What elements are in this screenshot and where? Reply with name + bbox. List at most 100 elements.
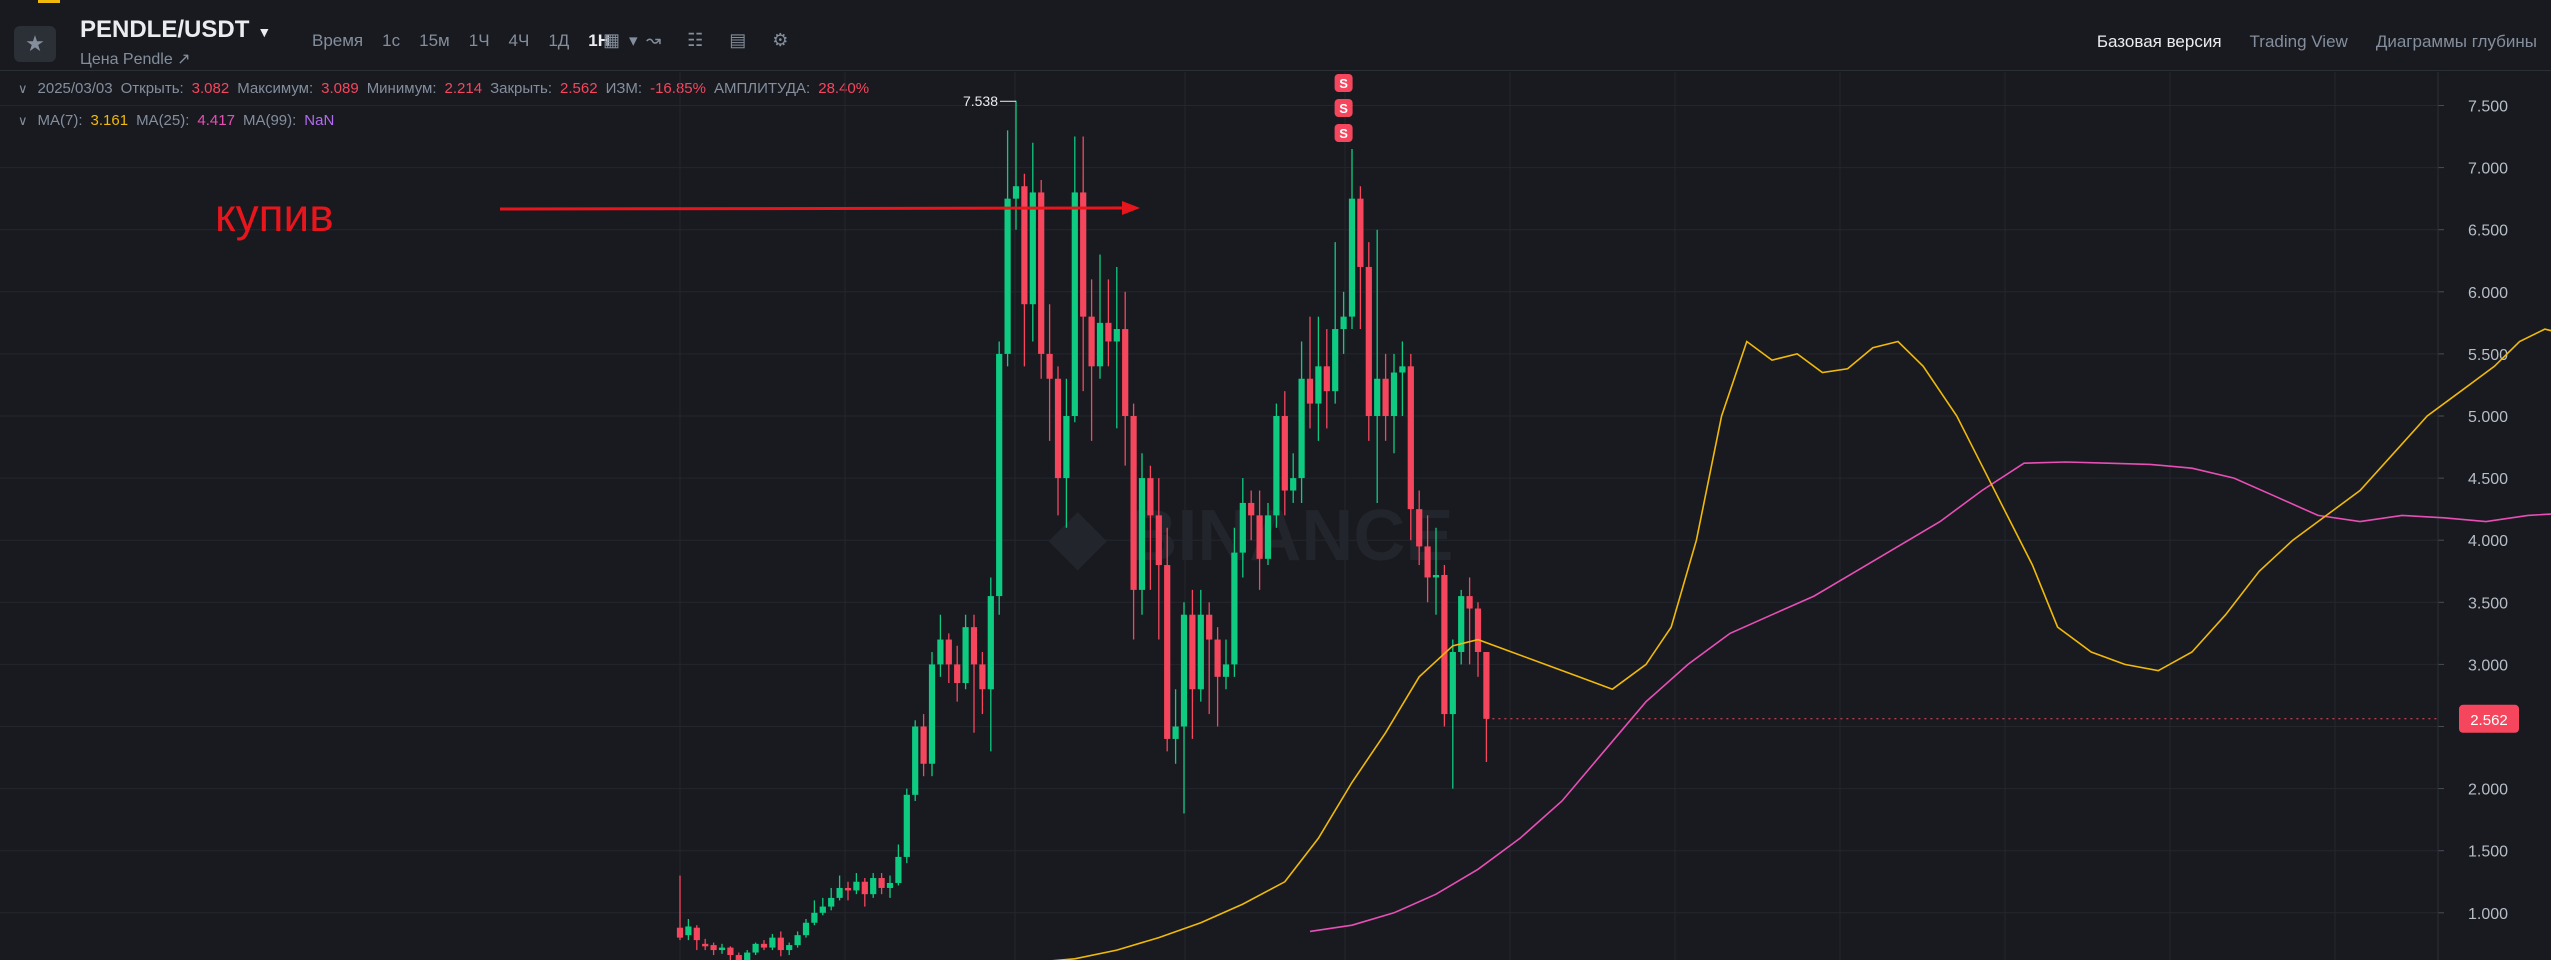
low-label: Минимум:	[366, 80, 437, 97]
candle-body	[861, 881, 868, 895]
interval-1d[interactable]: 1Д	[548, 31, 570, 50]
candle-body	[1264, 515, 1272, 559]
active-tab-indicator	[38, 0, 60, 3]
pair-selector[interactable]: PENDLE/USDT ▼	[80, 16, 271, 44]
candle-body	[1122, 329, 1129, 416]
candle-body	[1357, 198, 1364, 267]
candle-body	[1390, 372, 1398, 416]
candle-body	[786, 945, 793, 951]
candle-body	[1458, 596, 1465, 652]
candle-body	[1222, 664, 1230, 677]
y-tick-label: 2.000	[2468, 782, 2508, 799]
high-value: 3.089	[321, 80, 359, 97]
ma99-label: MA(99):	[242, 112, 297, 129]
candle-body	[954, 664, 961, 684]
candle-body	[1290, 478, 1297, 491]
settings-gear-icon[interactable]: ⚙	[772, 30, 789, 50]
candle-body	[1348, 198, 1356, 317]
candle-body	[794, 935, 801, 946]
interval-1w[interactable]: 1Н	[588, 31, 611, 50]
candle-body	[1239, 502, 1246, 553]
layout-icon[interactable]: ▤	[729, 30, 747, 50]
candle-body	[735, 955, 742, 960]
candle-body	[1138, 478, 1146, 590]
y-tick-label: 1.500	[2468, 844, 2508, 861]
candle-body	[1432, 574, 1440, 578]
candle-body	[1416, 509, 1423, 547]
candle-body	[962, 627, 969, 684]
sell-mark-badge	[1334, 124, 1353, 142]
interval-more-icon[interactable]: ▾	[629, 31, 638, 50]
ma25-line	[1309, 461, 2551, 933]
open-label: Открыть:	[120, 80, 184, 97]
interval-1h[interactable]: 1Ч	[468, 31, 490, 50]
candle-body	[710, 945, 717, 951]
candle-body	[878, 878, 885, 888]
last-price-tag	[2459, 704, 2519, 733]
candle-body	[1021, 186, 1028, 305]
candle-body	[1206, 614, 1213, 640]
open-value: 3.082	[191, 80, 230, 97]
view-tradingview[interactable]: Trading View	[2249, 32, 2348, 51]
close-label: Закрыть:	[490, 80, 553, 97]
candle-body	[979, 664, 986, 690]
candle-body	[1248, 502, 1255, 516]
favorite-star-icon[interactable]: ★	[14, 26, 56, 62]
candle-body	[1197, 614, 1204, 690]
candle-body	[920, 726, 927, 764]
candle-body	[912, 726, 919, 795]
indicators-icon[interactable]: ↝	[646, 30, 662, 50]
interval-1s[interactable]: 1с	[382, 31, 401, 50]
y-tick-label: 6.500	[2468, 223, 2508, 240]
ma7-label: MA(7):	[37, 112, 83, 129]
candle-body	[752, 943, 759, 953]
view-depth[interactable]: Диаграммы глубины	[2375, 32, 2537, 51]
candle-body	[769, 937, 776, 948]
candle-body	[1441, 574, 1448, 715]
candle-body	[1113, 329, 1120, 342]
candle-body	[970, 627, 978, 665]
ma-info: ∨ MA(7): 3.161 MA(25): 4.417 MA(99): NaN	[18, 112, 342, 129]
candle-body	[819, 906, 826, 913]
last-price-label: 2.562	[2470, 712, 2508, 729]
view-switcher: Базовая версия Trading View Диаграммы гл…	[2097, 32, 2537, 52]
collapse-chevron-icon[interactable]: ∨	[18, 81, 28, 96]
candle-body	[1214, 639, 1221, 677]
interval-4h[interactable]: 4Ч	[508, 31, 530, 50]
y-tick-label: 1.000	[2468, 906, 2508, 923]
candle-body	[1323, 366, 1330, 392]
candle-body	[718, 947, 726, 951]
candle-body	[1365, 266, 1372, 416]
amplitude-label: АМПЛИТУДА:	[713, 80, 811, 97]
collapse-chevron-icon[interactable]: ∨	[18, 113, 28, 128]
interval-time[interactable]: Время	[312, 31, 364, 50]
candle-body	[1483, 651, 1490, 719]
chart-header: ★ PENDLE/USDT ▼ Цена Pendle ↗ Время 1с 15…	[0, 0, 2551, 71]
low-value: 2.214	[444, 80, 483, 97]
interval-15m[interactable]: 15м	[419, 31, 450, 50]
candle-body	[702, 943, 709, 947]
sell-mark-badge	[1334, 99, 1353, 117]
pair-subtitle[interactable]: Цена Pendle ↗	[80, 51, 191, 68]
candle-body	[1046, 353, 1053, 379]
y-tick-label: 5.000	[2468, 409, 2508, 426]
candle-body	[1088, 316, 1095, 367]
candle-body	[1466, 596, 1473, 609]
candle-body	[1080, 192, 1087, 317]
candle-body	[1029, 192, 1036, 305]
candle-body	[1332, 329, 1339, 392]
view-basic[interactable]: Базовая версия	[2096, 32, 2222, 51]
candle-body	[1407, 366, 1414, 510]
candle-body	[777, 937, 784, 951]
candle-body	[1172, 726, 1179, 739]
candle-body	[1273, 416, 1280, 516]
ohlc-info: ∨ 2025/03/03 Открыть: 3.082 Максимум: 3.089 Ми…	[18, 80, 877, 97]
sell-mark-badge	[1334, 74, 1353, 92]
ma25-label: MA(25):	[136, 112, 190, 129]
ma7-line	[1052, 328, 2551, 960]
high-label: Максимум:	[237, 80, 314, 97]
candle-body	[928, 664, 936, 764]
candle-type-icon[interactable]: ☷	[687, 30, 704, 50]
calendar-icon[interactable]: ▦	[603, 30, 621, 50]
